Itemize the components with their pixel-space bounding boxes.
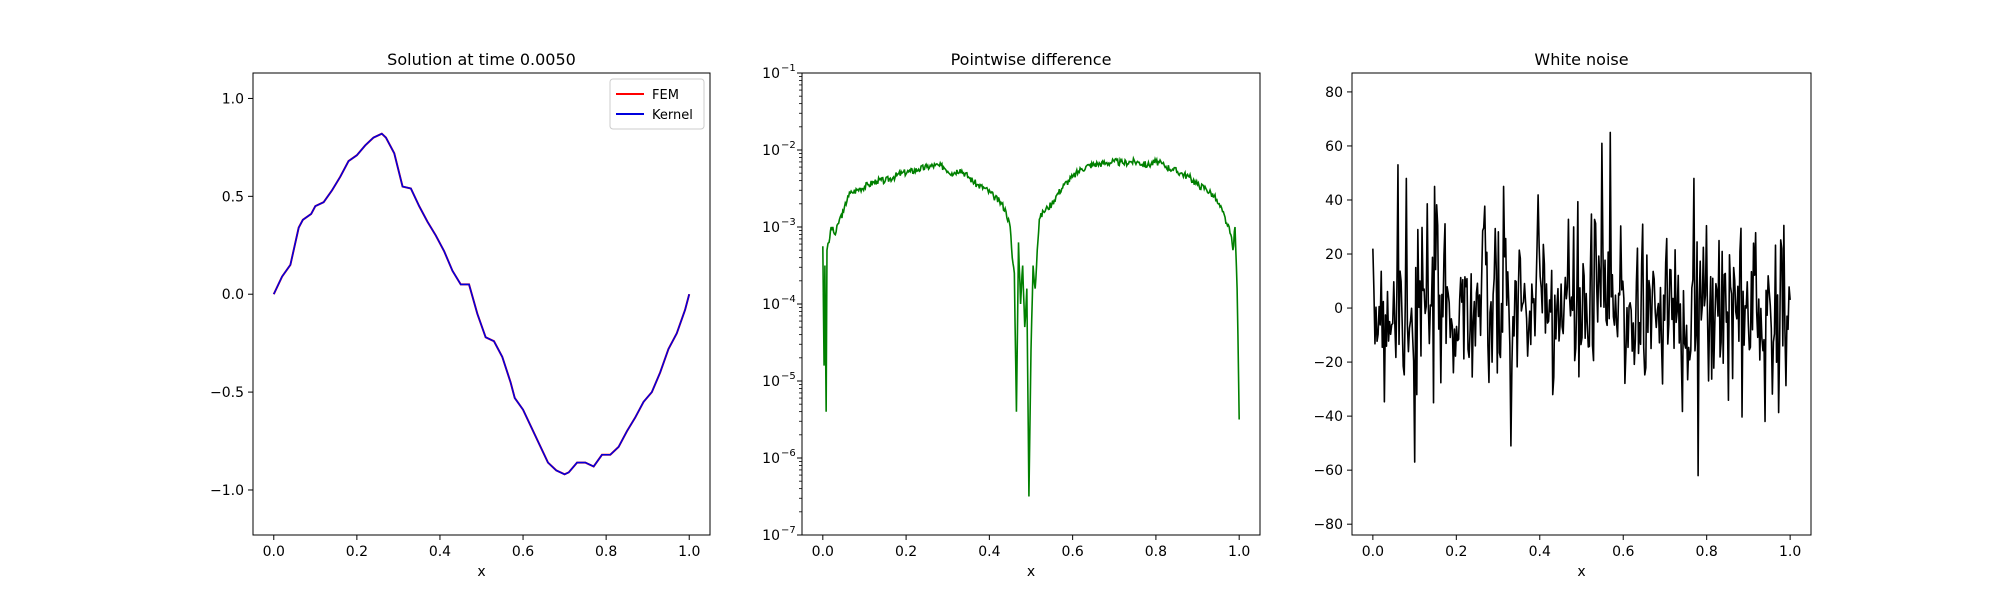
x-tick-label: 0.8 xyxy=(595,544,617,560)
difference-series-line xyxy=(822,155,1240,497)
legend-label: FEM xyxy=(652,88,679,103)
x-tick-label: 0.0 xyxy=(263,544,285,560)
y-tick-label: −60 xyxy=(1313,463,1343,479)
x-axis-label: x xyxy=(477,564,485,580)
x-tick-label: 0.4 xyxy=(1529,544,1551,560)
x-tick-label: 0.6 xyxy=(1612,544,1634,560)
legend: FEM Kernel xyxy=(609,78,705,130)
y-tick-label: −1.0 xyxy=(210,483,244,499)
y-tick-label: 60 xyxy=(1325,139,1343,155)
y-tick-exponent: −6 xyxy=(781,448,796,459)
x-tick-label: 0.4 xyxy=(429,544,451,560)
y-tick-label: 10 xyxy=(762,143,780,159)
y-tick-label: 80 xyxy=(1325,85,1343,101)
chart-title: Solution at time 0.0050 xyxy=(387,50,576,69)
y-tick-label: 10 xyxy=(762,220,780,236)
x-tick-label: 0.6 xyxy=(512,544,534,560)
chart-title: White noise xyxy=(1534,50,1628,69)
x-tick-label: 0.0 xyxy=(812,544,834,560)
y-tick-exponent: −5 xyxy=(781,371,796,382)
y-tick-label: 10 xyxy=(762,451,780,467)
y-tick-label: 10 xyxy=(762,66,780,82)
y-tick-exponent: −7 xyxy=(781,525,796,536)
x-tick-label: 0.4 xyxy=(978,544,1000,560)
y-tick-label: 10 xyxy=(762,297,780,313)
chart-title: Pointwise difference xyxy=(951,50,1112,69)
y-tick-label: 0.0 xyxy=(222,287,244,303)
y-tick-label: −0.5 xyxy=(210,385,244,401)
x-tick-label: 0.2 xyxy=(895,544,917,560)
y-tick-exponent: −3 xyxy=(781,217,796,228)
solution-panel: Solution at time 0.0050 0.0 0.2 0.4 0.6 0.8 1.… xyxy=(210,50,711,580)
y-tick-label: 20 xyxy=(1325,247,1343,263)
y-tick-label: −20 xyxy=(1313,355,1343,371)
noise-series-line xyxy=(1372,131,1791,477)
y-tick-label: 10 xyxy=(762,528,780,544)
axes-frame xyxy=(1351,72,1812,536)
y-tick-exponent: −2 xyxy=(781,140,796,151)
y-tick-label: 40 xyxy=(1325,193,1343,209)
x-tick-label: 0.8 xyxy=(1696,544,1718,560)
x-tick-label: 1.0 xyxy=(1779,544,1801,560)
y-tick-label: −80 xyxy=(1313,517,1343,533)
y-tick-label: 0 xyxy=(1334,301,1343,317)
x-tick-label: 0.2 xyxy=(1445,544,1467,560)
y-tick-exponent: −4 xyxy=(781,294,796,305)
x-tick-label: 0.6 xyxy=(1062,544,1084,560)
legend-box xyxy=(609,78,705,130)
x-axis-label: x xyxy=(1577,564,1585,580)
kernel-series-line xyxy=(273,132,691,476)
y-tick-label: 0.5 xyxy=(222,189,244,205)
legend-label: Kernel xyxy=(652,108,693,123)
y-tick-label: 10 xyxy=(762,374,780,390)
axes-frame xyxy=(801,72,1261,536)
axes-frame xyxy=(252,72,711,536)
y-tick-label: −40 xyxy=(1313,409,1343,425)
difference-panel: Pointwise difference 0.0 0.2 0.4 0.6 0.8 1.0 10… xyxy=(762,50,1261,580)
x-axis-label: x xyxy=(1027,564,1035,580)
x-tick-label: 1.0 xyxy=(1228,544,1250,560)
y-tick-label: 1.0 xyxy=(222,91,244,107)
noise-panel: White noise 0.0 0.2 0.4 0.6 0.8 1.0 −80 −60 −40 −2… xyxy=(1313,50,1812,580)
x-tick-label: 0.2 xyxy=(346,544,368,560)
x-tick-label: 0.8 xyxy=(1145,544,1167,560)
y-tick-exponent: −1 xyxy=(781,63,796,74)
x-tick-label: 0.0 xyxy=(1362,544,1384,560)
x-tick-label: 1.0 xyxy=(678,544,700,560)
